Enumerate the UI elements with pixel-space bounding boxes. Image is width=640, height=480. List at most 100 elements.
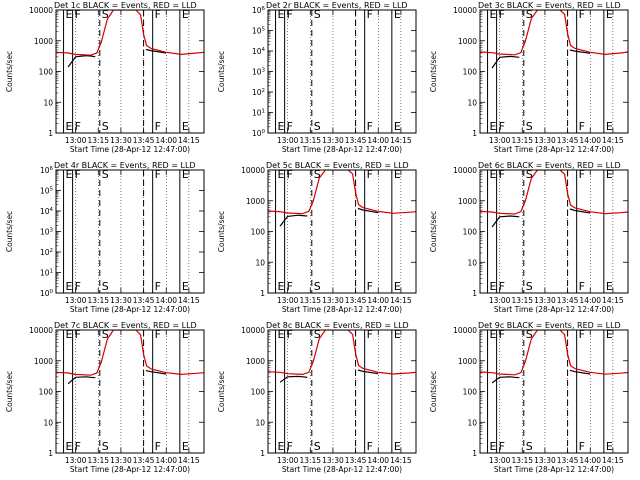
marker-label: F	[579, 120, 585, 133]
marker-label: E	[66, 440, 73, 453]
y-tick-label: 1	[48, 449, 53, 458]
events-series-line	[67, 48, 167, 68]
marker-label: E	[394, 168, 401, 181]
x-tick-label: 13:30	[534, 456, 556, 465]
x-tick-label: 13:15	[87, 136, 109, 145]
y-axis-label: Counts/sec	[429, 371, 438, 412]
y-tick-label: 10000	[453, 6, 477, 15]
x-tick-label: 13:15	[299, 456, 321, 465]
panel-title: Det 7c BLACK = Events, RED = LLD	[54, 321, 197, 330]
x-tick-label: 14:00	[367, 456, 389, 465]
marker-label: S	[102, 328, 109, 341]
y-tick-label: 100	[39, 388, 54, 397]
marker-label: F	[75, 8, 81, 21]
y-tick-label: 100	[463, 68, 478, 77]
marker-label: E	[606, 280, 613, 293]
y-tick-label: 106	[252, 6, 266, 15]
marker-label: E	[278, 280, 285, 293]
marker-label: E	[182, 120, 189, 133]
y-tick-label: 1000	[34, 37, 53, 46]
panel-title: Det 2r BLACK = Events, RED = LLD	[266, 1, 408, 10]
marker-label: E	[182, 440, 189, 453]
y-tick-label: 103	[252, 68, 266, 77]
marker-label: E	[182, 168, 189, 181]
x-tick-label: 13:45	[557, 296, 579, 305]
x-axis-label: Start Time (28-Apr-12 12:47:00)	[494, 145, 614, 154]
marker-label: F	[579, 168, 585, 181]
x-tick-label: 13:15	[299, 136, 321, 145]
marker-label: F	[367, 120, 373, 133]
marker-label: F	[75, 120, 81, 133]
y-tick-label: 10000	[241, 166, 265, 175]
marker-label: E	[394, 440, 401, 453]
x-tick-label: 14:00	[579, 136, 601, 145]
marker-label: F	[155, 440, 161, 453]
marker-label: F	[367, 280, 373, 293]
y-tick-label: 10	[255, 418, 265, 427]
marker-label: E	[394, 8, 401, 21]
y-tick-label: 1000	[246, 357, 265, 366]
marker-label: E	[66, 8, 73, 21]
marker-label: E	[66, 328, 73, 341]
x-axis-label: Start Time (28-Apr-12 12:47:00)	[282, 465, 402, 474]
panel-1: Det 1c BLACK = Events, RED = LLDEEFFSSFF…	[5, 1, 205, 154]
marker-label: E	[490, 440, 497, 453]
x-tick-label: 13:00	[65, 296, 87, 305]
marker-label: E	[182, 8, 189, 21]
x-tick-label: 13:00	[489, 136, 511, 145]
y-axis-label: Counts/sec	[217, 51, 226, 92]
panel-title: Det 5c BLACK = Events, RED = LLD	[266, 161, 409, 170]
x-tick-label: 14:15	[602, 136, 624, 145]
y-axis-label: Counts/sec	[5, 371, 14, 412]
lld-series-line	[480, 170, 628, 215]
marker-label: S	[526, 440, 533, 453]
y-tick-label: 1000	[34, 357, 53, 366]
marker-label: F	[287, 328, 293, 341]
x-tick-label: 14:15	[602, 296, 624, 305]
y-tick-label: 1	[472, 129, 477, 138]
panel-3: Det 3c BLACK = Events, RED = LLDEEFFSSFF…	[429, 1, 629, 154]
y-tick-label: 100	[40, 289, 54, 298]
marker-label: E	[490, 328, 497, 341]
y-axis-label: Counts/sec	[217, 211, 226, 252]
events-series-line	[491, 369, 591, 384]
y-tick-label: 10000	[453, 326, 477, 335]
panel-9: Det 9c BLACK = Events, RED = LLDEEFFSSFF…	[429, 321, 629, 474]
x-tick-label: 14:15	[390, 136, 412, 145]
y-tick-label: 10	[255, 258, 265, 267]
y-tick-label: 100	[252, 129, 266, 138]
x-axis-label: Start Time (28-Apr-12 12:47:00)	[70, 145, 190, 154]
x-tick-label: 14:00	[155, 456, 177, 465]
x-tick-label: 13:15	[511, 296, 533, 305]
marker-label: S	[102, 280, 109, 293]
marker-label: S	[526, 120, 533, 133]
x-tick-label: 14:15	[178, 456, 200, 465]
y-tick-label: 101	[40, 269, 53, 278]
marker-label: S	[526, 328, 533, 341]
marker-label: F	[75, 168, 81, 181]
marker-label: F	[367, 168, 373, 181]
x-tick-label: 13:45	[557, 456, 579, 465]
panel-title: Det 6c BLACK = Events, RED = LLD	[478, 161, 621, 170]
marker-label: S	[314, 120, 321, 133]
y-tick-label: 100	[251, 228, 266, 237]
x-tick-label: 13:30	[110, 296, 132, 305]
x-tick-label: 14:15	[390, 296, 412, 305]
marker-label: S	[102, 120, 109, 133]
x-tick-label: 14:15	[178, 136, 200, 145]
x-tick-label: 13:15	[87, 296, 109, 305]
marker-label: F	[75, 280, 81, 293]
plot-frame	[267, 169, 417, 294]
marker-label: E	[66, 280, 73, 293]
x-tick-label: 13:45	[557, 136, 579, 145]
panel-title: Det 9c BLACK = Events, RED = LLD	[478, 321, 621, 330]
y-tick-label: 104	[40, 207, 54, 216]
y-tick-label: 1000	[458, 197, 477, 206]
x-tick-label: 13:00	[277, 296, 299, 305]
panel-6: Det 6c BLACK = Events, RED = LLDEEFFSSFF…	[429, 161, 629, 314]
plot-frame	[479, 9, 629, 134]
y-tick-label: 10	[467, 98, 477, 107]
marker-label: F	[367, 328, 373, 341]
marker-label: F	[287, 440, 293, 453]
